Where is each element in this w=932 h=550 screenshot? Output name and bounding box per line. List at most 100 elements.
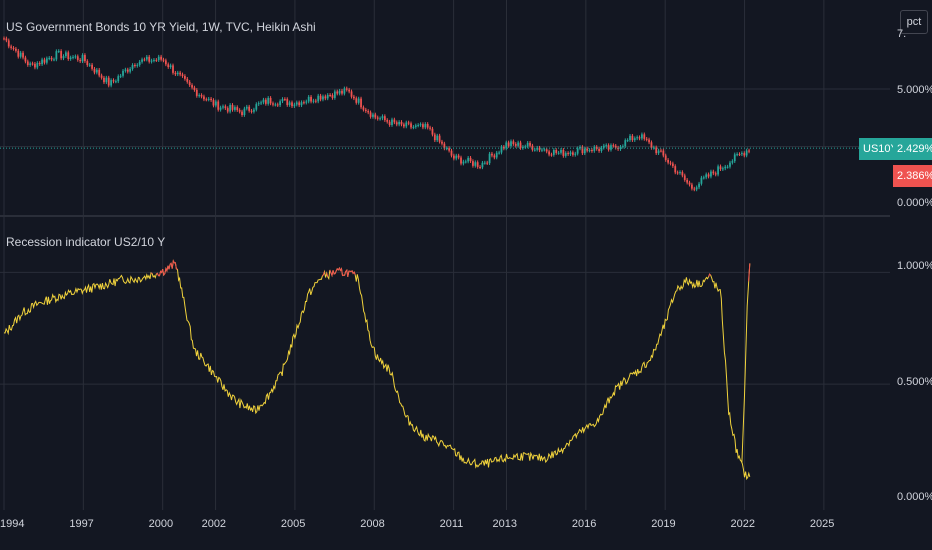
time-tick-label: 2005: [280, 518, 306, 530]
price-candle: [212, 100, 215, 106]
price-candle: [662, 150, 665, 156]
price-candle: [619, 146, 622, 150]
price-candle: [100, 75, 103, 78]
price-candle: [72, 56, 74, 58]
price-candle: [110, 80, 113, 86]
time-tick-label: 2019: [651, 518, 676, 530]
price-candle: [241, 111, 243, 116]
price-candle: [43, 59, 46, 63]
price-candle: [510, 141, 512, 146]
price-candle: [145, 56, 148, 60]
price-candle: [129, 68, 132, 72]
price-candle: [717, 166, 719, 175]
price-candle: [74, 56, 77, 58]
price-candle: [638, 137, 641, 139]
percent-scale-button[interactable]: pct: [900, 10, 928, 34]
price-candle: [112, 80, 115, 82]
price-candle: [191, 85, 193, 88]
price-candle: [76, 56, 79, 60]
price-candle: [683, 175, 686, 180]
price-candle: [67, 52, 70, 59]
symbol-tag[interactable]: US10Y: [859, 138, 902, 160]
price-candle: [193, 87, 196, 90]
price-candle: [514, 143, 517, 146]
price-candle: [329, 94, 332, 96]
price-candle: [526, 142, 529, 147]
price-candle: [491, 153, 493, 156]
price-candle: [626, 140, 629, 142]
price-candle: [452, 155, 455, 159]
time-tick-label: 2011: [439, 518, 464, 530]
price-candle: [79, 59, 82, 62]
price-candle: [719, 166, 722, 170]
last-price-tag: 2.429%: [893, 138, 932, 160]
price-candle: [210, 98, 212, 101]
price-candle: [22, 52, 24, 58]
price-candle: [729, 162, 731, 167]
time-tick-label: 2008: [360, 518, 385, 530]
price-candle: [474, 162, 477, 166]
price-candle: [293, 104, 296, 107]
price-candle: [531, 145, 534, 150]
price-candle: [222, 106, 224, 108]
price-candle: [267, 97, 270, 104]
price-candle: [512, 141, 515, 144]
price-candle: [257, 103, 260, 105]
price-candle: [581, 146, 584, 154]
price-candle: [341, 90, 343, 94]
price-candle: [586, 148, 589, 151]
price-candle: [483, 162, 486, 164]
price-candle: [560, 149, 562, 153]
price-candle: [402, 124, 405, 127]
price-candle: [524, 146, 527, 148]
price-candle: [621, 146, 624, 148]
price-candle: [493, 155, 496, 158]
price-candle: [243, 108, 246, 116]
time-tick-label: 1994: [0, 518, 25, 530]
price-candle: [548, 151, 550, 155]
price-candle: [105, 77, 108, 83]
price-candle: [664, 155, 667, 160]
price-candle: [424, 123, 427, 128]
price-candle: [98, 69, 101, 76]
chart-title: US Government Bonds 10 YR Yield, 1W, TVC…: [6, 20, 316, 34]
price-candle: [464, 161, 467, 163]
price-candle: [269, 97, 272, 104]
price-candle: [291, 102, 293, 107]
price-candle: [36, 63, 39, 68]
price-candle: [721, 168, 724, 170]
price-candle: [579, 146, 581, 149]
indicator-high-segment: [329, 267, 356, 278]
indicator-tick-05: 0.500%: [897, 376, 932, 388]
price-candle: [179, 72, 182, 75]
price-candle: [107, 77, 110, 86]
price-candle: [433, 134, 436, 141]
price-candle: [386, 120, 389, 122]
price-candle: [726, 166, 729, 168]
price-candle: [81, 55, 84, 62]
price-candle: [24, 57, 27, 62]
price-candle: [348, 89, 351, 92]
price-candle: [610, 145, 612, 150]
price-candle: [176, 72, 179, 75]
price-candle: [674, 166, 677, 173]
price-candle: [443, 143, 446, 149]
price-candle: [295, 102, 298, 105]
price-candle: [681, 172, 684, 176]
price-candle: [214, 101, 217, 106]
price-candle: [576, 148, 579, 154]
price-candle: [95, 69, 98, 73]
indicator-high-segment: [150, 272, 153, 274]
price-candle: [643, 134, 646, 139]
price-candle: [650, 142, 653, 148]
price-candle: [353, 96, 355, 99]
price-candle: [314, 100, 317, 102]
price-candle: [450, 150, 453, 156]
price-candle: [469, 157, 472, 162]
price-candle: [533, 149, 536, 151]
price-candle: [233, 107, 236, 110]
price-candle: [141, 59, 143, 62]
price-candle: [448, 148, 451, 151]
price-candle: [462, 161, 465, 164]
